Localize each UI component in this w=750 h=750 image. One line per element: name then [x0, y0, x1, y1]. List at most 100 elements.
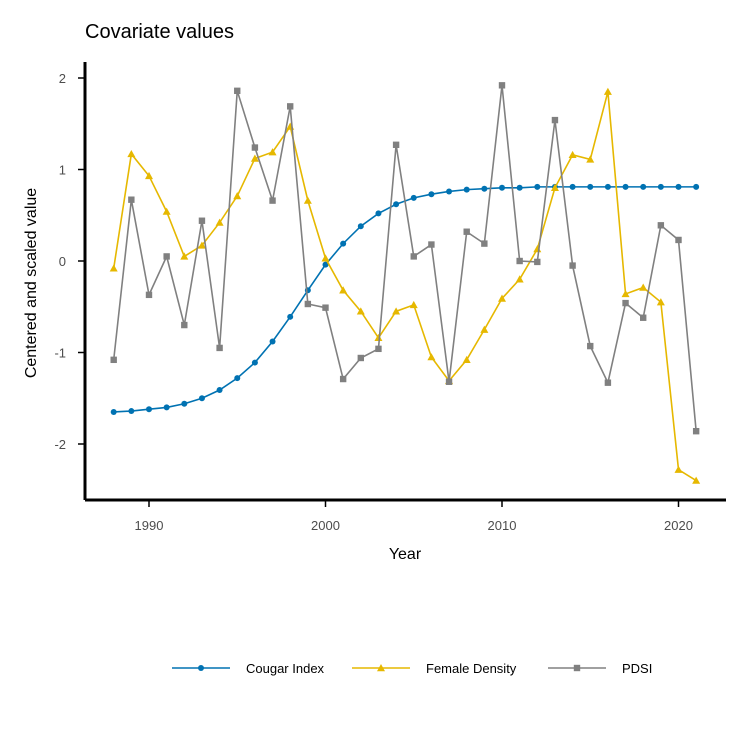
pdsi-point [498, 82, 506, 89]
cougar-index-point [357, 223, 364, 230]
female-density-point [374, 333, 383, 342]
cougar-index-point [693, 183, 700, 190]
female-density-line [112, 91, 697, 482]
cougar-index-point [340, 240, 347, 247]
cougar-index-point [569, 183, 576, 190]
cougar-index-point [499, 184, 505, 191]
y-axis-title: Centered and scaled value [23, 188, 40, 378]
female-density-point [197, 241, 206, 249]
pdsi-point [481, 240, 488, 247]
pdsi-point [110, 356, 117, 364]
pdsi-point [234, 87, 241, 95]
legend: Cougar Index Female Density PDSI [172, 661, 652, 676]
pdsi-point [198, 217, 206, 224]
female-density-point [568, 150, 577, 159]
cougar-index-point [481, 185, 488, 192]
female-density-point [109, 264, 118, 272]
female-density-point [215, 218, 224, 226]
female-density-point [127, 149, 136, 158]
pdsi-point [622, 299, 629, 307]
pdsi-point [251, 144, 259, 151]
cougar-index-point [287, 313, 294, 320]
female-density-point [268, 148, 277, 156]
cougar-index-point [181, 400, 188, 407]
cougar-index-point [322, 261, 329, 268]
female-density-point [233, 192, 242, 200]
cougar-index-point [269, 338, 276, 345]
cougar-index-point [446, 188, 453, 195]
cougar-index-point [163, 404, 170, 411]
y-ticks: -2 -1 0 1 2 [54, 71, 85, 452]
pdsi-point [534, 258, 541, 266]
cougar-index-point [640, 183, 647, 190]
female-density-point [656, 298, 665, 306]
female-density-point [180, 252, 189, 260]
pdsi-point [163, 253, 170, 260]
cougar-index-point [198, 395, 205, 402]
legend-label: Cougar Index [246, 661, 325, 676]
pdsi-line [112, 85, 697, 432]
cougar-index-point [516, 184, 523, 191]
female-density-point [409, 300, 418, 309]
pdsi-point [551, 116, 559, 124]
pdsi-point [181, 321, 188, 329]
female-density-point [586, 155, 595, 163]
pdsi-point [287, 103, 294, 110]
y-axis: -2 -1 0 1 2 Centered and scaled value [23, 62, 87, 500]
x-tick-label: 2010 [488, 518, 517, 533]
legend-item-female-density: Female Density [352, 661, 517, 676]
female-density-point [321, 254, 330, 262]
pdsi-point [304, 300, 312, 308]
female-density-point [674, 465, 683, 473]
pdsi-point [216, 344, 223, 352]
female-density-point [145, 171, 153, 180]
cougar-index-point [234, 375, 241, 382]
y-tick-label: 2 [59, 71, 66, 86]
y-tick-label: -2 [54, 437, 66, 452]
cougar-index-point [604, 183, 611, 190]
cougar-index-point [675, 183, 682, 190]
y-tick-label: 0 [59, 254, 66, 269]
x-axis-title: Year [389, 546, 422, 563]
female-density-point [621, 289, 630, 298]
female-density-point [356, 307, 365, 315]
series-pdsi [110, 82, 700, 435]
pdsi-point [463, 228, 470, 235]
female-density-point [550, 183, 559, 191]
cougar-index-point [146, 406, 152, 413]
cougar-index-point [428, 191, 435, 198]
legend-key-marker [573, 664, 581, 672]
pdsi-point [339, 375, 347, 383]
cougar-index-point [216, 387, 223, 394]
y-tick-label: -1 [54, 346, 66, 361]
cougar-index-point [657, 183, 664, 190]
legend-key-marker [377, 664, 385, 672]
female-density-point [392, 307, 401, 315]
cougar-index-point [463, 186, 470, 193]
pdsi-point [375, 345, 382, 353]
legend-key-marker [198, 665, 204, 671]
female-density-point [303, 196, 312, 204]
x-tick-label: 2020 [664, 518, 693, 533]
pdsi-point [640, 314, 647, 321]
pdsi-point [692, 427, 700, 435]
legend-label: PDSI [622, 661, 652, 676]
female-density-point [462, 355, 471, 364]
female-density-point [692, 476, 701, 484]
pdsi-point [392, 141, 400, 148]
x-tick-label: 1990 [135, 518, 164, 533]
pdsi-point [410, 253, 417, 260]
y-tick-label: 1 [59, 163, 66, 178]
pdsi-point [128, 196, 135, 203]
legend-item-cougar-index: Cougar Index [172, 661, 325, 676]
pdsi-point [604, 379, 612, 386]
female-density-point [250, 154, 259, 162]
pdsi-point [587, 342, 594, 350]
legend-item-pdsi: PDSI [548, 661, 652, 676]
cougar-index-point [410, 194, 417, 201]
pdsi-point [569, 262, 576, 269]
pdsi-point [145, 291, 153, 299]
female-density-point [162, 207, 171, 215]
series-female-density [109, 87, 701, 484]
